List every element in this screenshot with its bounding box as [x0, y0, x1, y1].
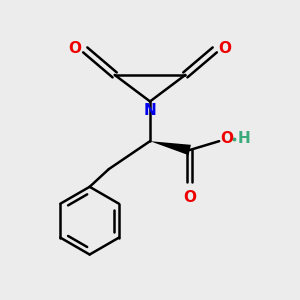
Text: O: O: [219, 41, 232, 56]
Text: O: O: [68, 41, 81, 56]
Text: O: O: [220, 131, 233, 146]
Text: N: N: [144, 103, 156, 118]
Text: H: H: [238, 131, 250, 146]
Polygon shape: [150, 141, 191, 155]
Text: O: O: [183, 190, 196, 205]
